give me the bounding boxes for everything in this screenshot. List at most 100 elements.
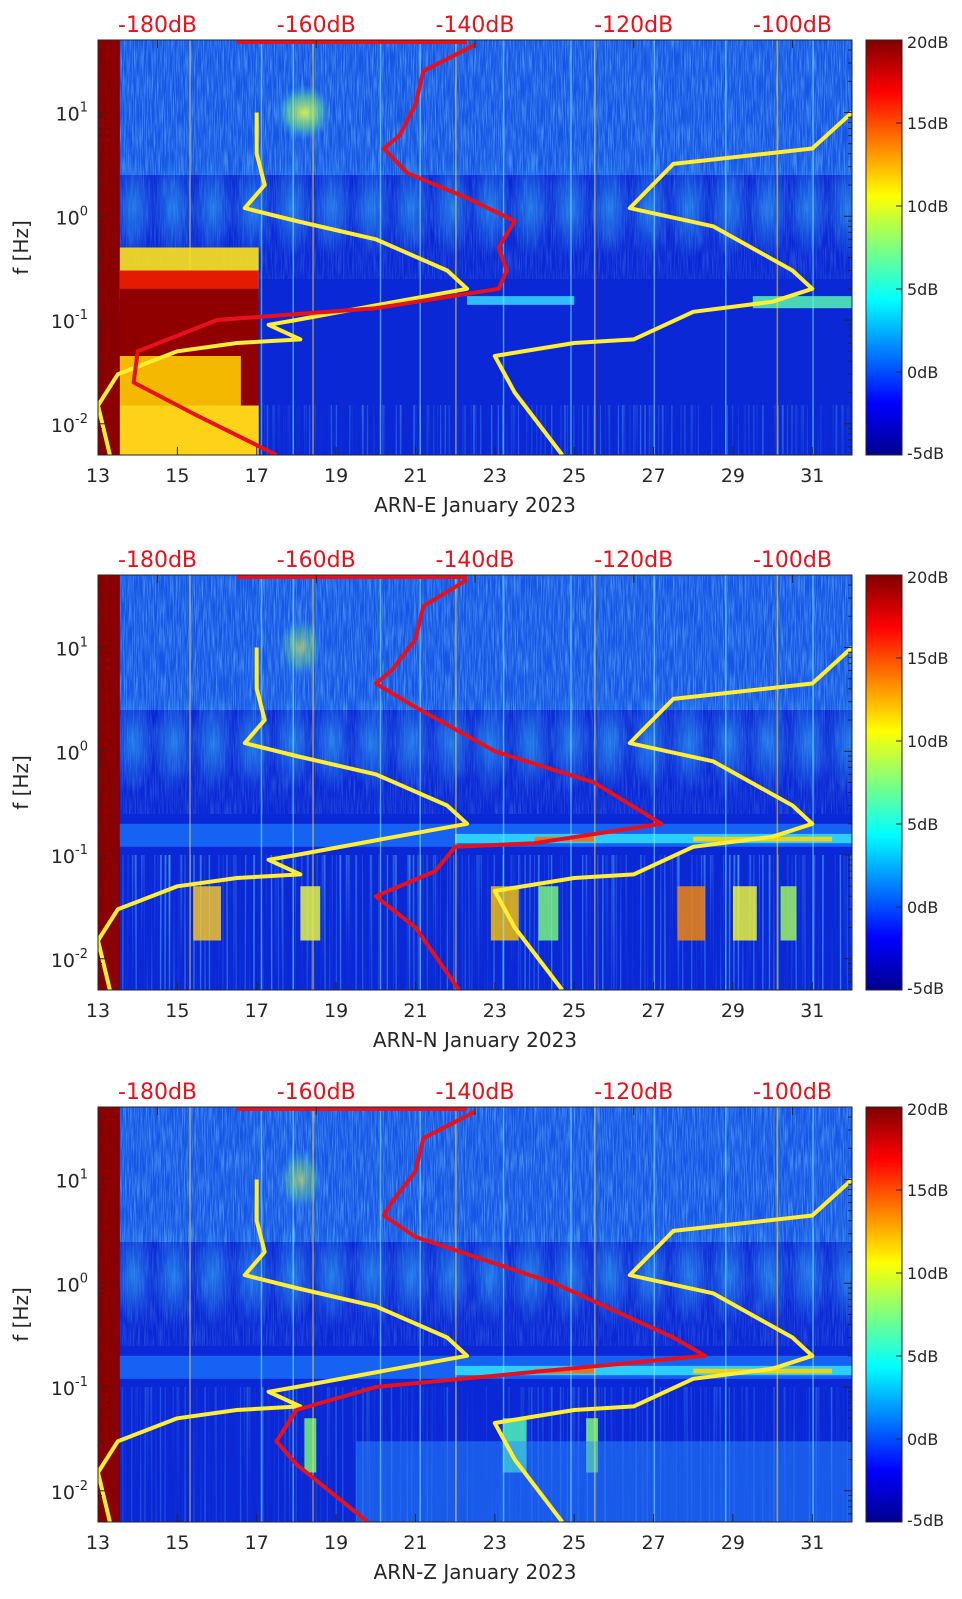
colorbar-label: 20dB	[907, 568, 949, 587]
top-axis-label: -180dB	[118, 13, 197, 38]
low-frequency-hot-column	[300, 886, 321, 941]
y-tick-label: 10-2	[51, 947, 88, 972]
top-axis-label: -140dB	[436, 13, 515, 38]
series-line-1	[98, 112, 470, 455]
daily-feature	[389, 158, 434, 259]
daily-feature	[706, 158, 751, 259]
spectrogram-image	[98, 40, 852, 455]
daily-feature	[746, 693, 791, 794]
transient-spike	[812, 40, 814, 455]
y-tick-label: 10-1	[51, 308, 88, 333]
y-tick-label: 100	[56, 739, 88, 764]
daily-feature	[191, 693, 236, 794]
transient-spike	[312, 40, 314, 455]
transient-spike	[379, 1107, 382, 1522]
series-line-1	[98, 647, 470, 990]
colorbar-gradient	[865, 39, 903, 456]
low-frequency-band	[355, 1441, 852, 1522]
daily-feature	[310, 158, 355, 259]
x-tick-label: 29	[721, 1532, 745, 1554]
x-tick-label: 25	[562, 465, 586, 487]
top-axis-label: -100dB	[753, 1080, 832, 1105]
microseism-band	[467, 296, 575, 305]
daily-feature	[151, 693, 196, 794]
top-axis-label: -180dB	[118, 1080, 197, 1105]
y-tick-exponent: 1	[80, 1168, 88, 1183]
x-tick-label: 27	[641, 1532, 665, 1554]
daily-feature	[151, 158, 196, 259]
y-tick-base: 10	[51, 415, 75, 437]
daily-feature	[111, 693, 156, 794]
daily-feature	[826, 1225, 852, 1326]
daily-feature	[627, 158, 672, 259]
colorbar-gradient	[865, 1106, 903, 1523]
daily-feature	[111, 158, 156, 259]
daily-feature	[786, 693, 831, 794]
colorbar: 20dB 15dB 10dB 5dB 0dB -5dB	[865, 568, 949, 998]
daily-feature	[627, 693, 672, 794]
x-tick-label: 23	[483, 1532, 507, 1554]
saturated-column	[98, 1107, 120, 1522]
transient-spike	[312, 1107, 314, 1522]
colorbar-label: 0dB	[907, 898, 938, 917]
daily-feature	[746, 1225, 791, 1326]
microseism-hotspot	[534, 1368, 595, 1374]
transient-spike	[776, 1107, 779, 1522]
transient-spike	[570, 40, 572, 455]
transient-spike	[455, 1107, 457, 1522]
daily-feature	[706, 1225, 751, 1326]
daily-feature	[587, 1225, 632, 1326]
x-axis-label: ARN-E January 2023	[374, 493, 576, 517]
y-tick-exponent: 0	[80, 204, 88, 219]
daily-feature	[151, 1225, 196, 1326]
spectrogram-image	[98, 1107, 852, 1522]
top-axis-label: -160dB	[277, 1080, 356, 1105]
y-tick-base: 10	[56, 1171, 80, 1193]
low-frequency-hot-column	[538, 886, 559, 941]
x-tick-label: 29	[721, 465, 745, 487]
transient-spike	[812, 1107, 814, 1522]
x-tick-label: 31	[800, 1532, 824, 1554]
saturated-column	[98, 575, 120, 990]
transient-spike	[419, 1107, 421, 1522]
y-tick-label: 100	[56, 204, 88, 229]
daily-feature	[310, 693, 355, 794]
transient-spike	[312, 575, 314, 990]
y-tick-base: 10	[51, 1378, 75, 1400]
top-axis-label: -160dB	[277, 13, 356, 38]
x-tick-label: 21	[403, 1000, 427, 1022]
daily-feature	[349, 1225, 394, 1326]
daily-feature	[667, 1225, 712, 1326]
y-tick-base: 10	[51, 1482, 75, 1504]
daily-feature	[627, 1225, 672, 1326]
x-tick-label: 31	[800, 1000, 824, 1022]
daily-feature	[429, 1225, 474, 1326]
colorbar-gradient	[865, 574, 903, 991]
x-tick-label: 23	[483, 1000, 507, 1022]
low-frequency-hot-column	[677, 886, 706, 941]
x-tick-label: 13	[86, 1000, 110, 1022]
low-frequency-hot-column	[732, 886, 757, 941]
y-axis-label: f [Hz]	[9, 220, 33, 275]
transient-spike	[502, 40, 505, 455]
transient-spike	[776, 40, 779, 455]
y-tick-base: 10	[56, 639, 80, 661]
transient-spike	[502, 575, 505, 990]
transient-spike	[292, 40, 294, 455]
y-tick-exponent: 1	[80, 101, 88, 116]
transient-spike	[570, 575, 572, 990]
y-tick-label: 10-2	[51, 1479, 88, 1504]
y-tick-base: 10	[51, 950, 75, 972]
colorbar-label: 20dB	[907, 1100, 949, 1119]
x-tick-label: 19	[324, 465, 348, 487]
spectrogram-panel-3: 13 15 17 19 21 23 25 27 29 31 -180dB -160dB -140dB -1…	[9, 1080, 949, 1584]
colorbar-label: 15dB	[907, 114, 949, 133]
colorbar-label: 10dB	[907, 1264, 949, 1283]
daily-feature	[667, 693, 712, 794]
x-tick-label: 17	[245, 465, 269, 487]
colorbar: 20dB 15dB 10dB 5dB 0dB -5dB	[865, 33, 949, 463]
top-axis-label: -100dB	[753, 13, 832, 38]
daily-feature	[826, 693, 852, 794]
daily-feature	[389, 693, 434, 794]
x-tick-label: 27	[641, 465, 665, 487]
